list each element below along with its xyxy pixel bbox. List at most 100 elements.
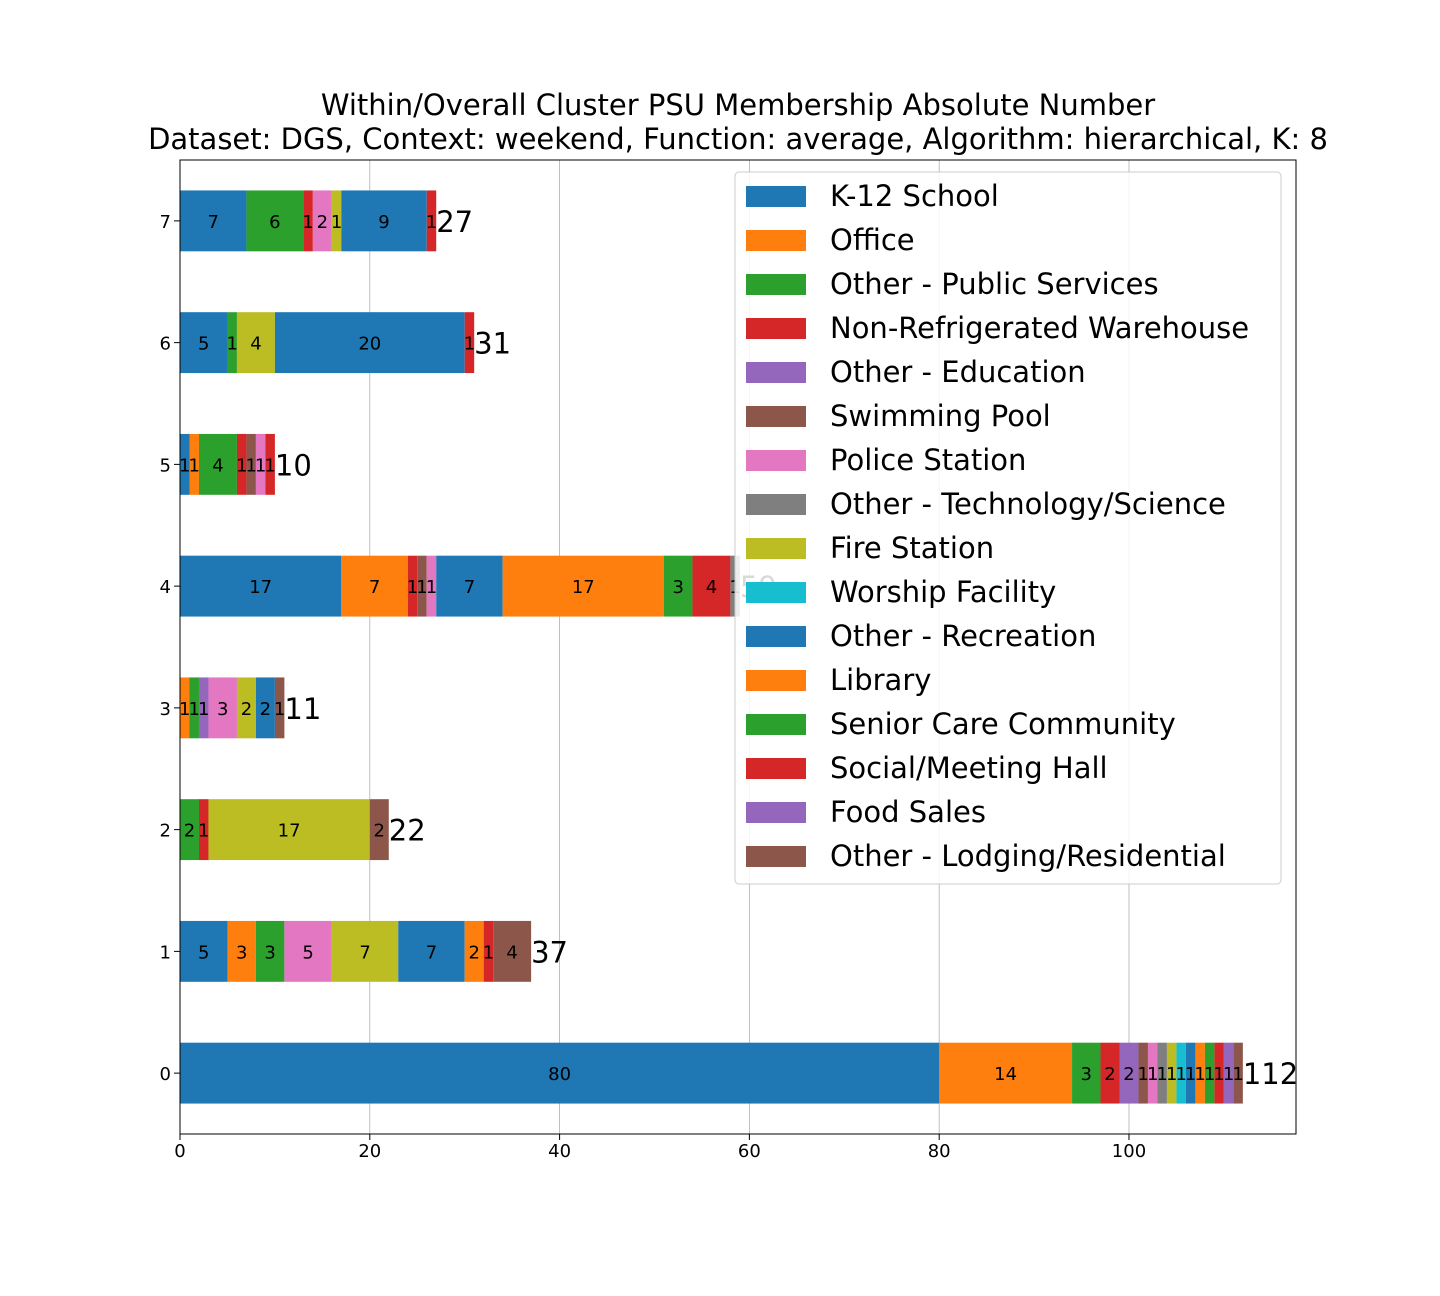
bar-segment: [1157, 1042, 1167, 1104]
bar-segment: [284, 920, 332, 982]
bar-segment: [1176, 1042, 1186, 1104]
legend-label: Police Station: [830, 443, 1026, 477]
bar-segment: [1138, 1042, 1148, 1104]
segment-label: 2: [317, 212, 328, 233]
segment-label: 1: [1147, 1064, 1158, 1085]
bar-total-label: 112: [1243, 1057, 1298, 1091]
segment-label: 17: [249, 577, 272, 598]
legend-label: Library: [830, 663, 931, 697]
segment-label: 14: [994, 1064, 1017, 1085]
segment-label: 1: [1166, 1064, 1177, 1085]
legend-label: Other - Education: [830, 355, 1086, 389]
legend-label: Other - Lodging/Residential: [830, 839, 1226, 873]
bar-segment: [180, 312, 228, 374]
bar-segment: [417, 555, 427, 617]
segment-label: 3: [264, 942, 275, 963]
bar-segment: [246, 433, 256, 495]
bar-segment: [246, 190, 304, 252]
y-tick-label: 5: [160, 455, 171, 476]
y-tick-label: 7: [160, 212, 171, 233]
segment-label: 17: [572, 577, 595, 598]
segment-label: 2: [184, 821, 195, 842]
segment-label: 3: [236, 942, 247, 963]
bar-segment: [180, 190, 247, 252]
legend-swatch: [746, 494, 806, 515]
bar-segment: [464, 312, 475, 374]
bar-segment: [1204, 1042, 1215, 1104]
legend-label: Social/Meeting Hall: [830, 751, 1108, 785]
segment-label: 1: [407, 577, 418, 598]
bar-segment: [692, 555, 731, 617]
bar-segment: [180, 799, 199, 861]
legend-label: Office: [830, 223, 915, 257]
bar-total-label: 31: [474, 327, 511, 361]
bar-segment: [274, 677, 285, 739]
legend-label: Fire Station: [830, 531, 994, 565]
segment-label: 1: [426, 577, 437, 598]
segment-label: 7: [359, 942, 370, 963]
legend-label: Worship Facility: [830, 575, 1056, 609]
segment-label: 1: [1175, 1064, 1186, 1085]
legend-label: Food Sales: [830, 795, 986, 829]
legend-label: Other - Recreation: [830, 619, 1096, 653]
legend-swatch: [746, 846, 806, 867]
legend-swatch: [746, 714, 806, 735]
x-tick-label: 20: [358, 1141, 381, 1162]
segment-label: 1: [302, 212, 313, 233]
segment-label: 7: [207, 212, 218, 233]
y-tick-label: 0: [160, 1064, 171, 1085]
bar-segment: [189, 677, 199, 739]
legend-swatch: [746, 670, 806, 691]
legend-label: Other - Technology/Science: [830, 487, 1226, 521]
bar-total-label: 37: [531, 935, 568, 969]
bar-segment: [1147, 1042, 1158, 1104]
y-tick-label: 2: [160, 821, 171, 842]
bar-segment: [1195, 1042, 1205, 1104]
segment-label: 1: [483, 942, 494, 963]
segment-label: 1: [1204, 1064, 1215, 1085]
segment-label: 3: [1081, 1064, 1092, 1085]
bar-segment: [436, 555, 503, 617]
bar-segment: [180, 677, 190, 739]
segment-label: 4: [506, 942, 517, 963]
legend-swatch: [746, 802, 806, 823]
segment-label: 1: [1213, 1064, 1224, 1085]
plot-frame: [179, 159, 1297, 1135]
bar-segment: [265, 433, 275, 495]
bar-segment: [341, 190, 427, 252]
chart-subtitle: Dataset: DGS, Context: weekend, Function…: [148, 122, 1328, 156]
x-tick-label: 60: [738, 1141, 761, 1162]
bar-segment: [312, 190, 332, 252]
bar-segment: [331, 920, 399, 982]
bar-segment: [1072, 1042, 1101, 1104]
bar-segment: [255, 677, 275, 739]
bar-segment: [369, 799, 389, 861]
bar-segment: [274, 312, 465, 374]
bar-total-label: 10: [275, 448, 312, 482]
legend-swatch: [746, 758, 806, 779]
bar-segment: [198, 433, 237, 495]
bar-segment: [236, 312, 275, 374]
segment-label: 20: [358, 334, 381, 355]
segment-label: 4: [212, 455, 223, 476]
segment-label: 2: [260, 699, 271, 720]
bar-segment: [180, 433, 190, 495]
segment-label: 1: [331, 212, 342, 233]
y-tick-label: 1: [160, 942, 171, 963]
segment-label: 1: [189, 455, 200, 476]
bar-total-label: 11: [284, 692, 321, 726]
bar-segment: [180, 1042, 940, 1104]
segment-label: 2: [468, 942, 479, 963]
bar-total-label: 27: [436, 205, 473, 239]
bar-segment: [502, 555, 664, 617]
x-tick-label: 80: [928, 1141, 951, 1162]
legend-swatch: [746, 230, 806, 251]
segment-label: 1: [198, 699, 209, 720]
legend-label: Senior Care Community: [830, 707, 1176, 741]
bar-segment: [198, 677, 209, 739]
legend-swatch: [746, 362, 806, 383]
segment-label: 1: [245, 455, 256, 476]
bar-segment: [341, 555, 408, 617]
legend-label: Swimming Pool: [830, 399, 1051, 433]
bar-segment: [407, 555, 418, 617]
